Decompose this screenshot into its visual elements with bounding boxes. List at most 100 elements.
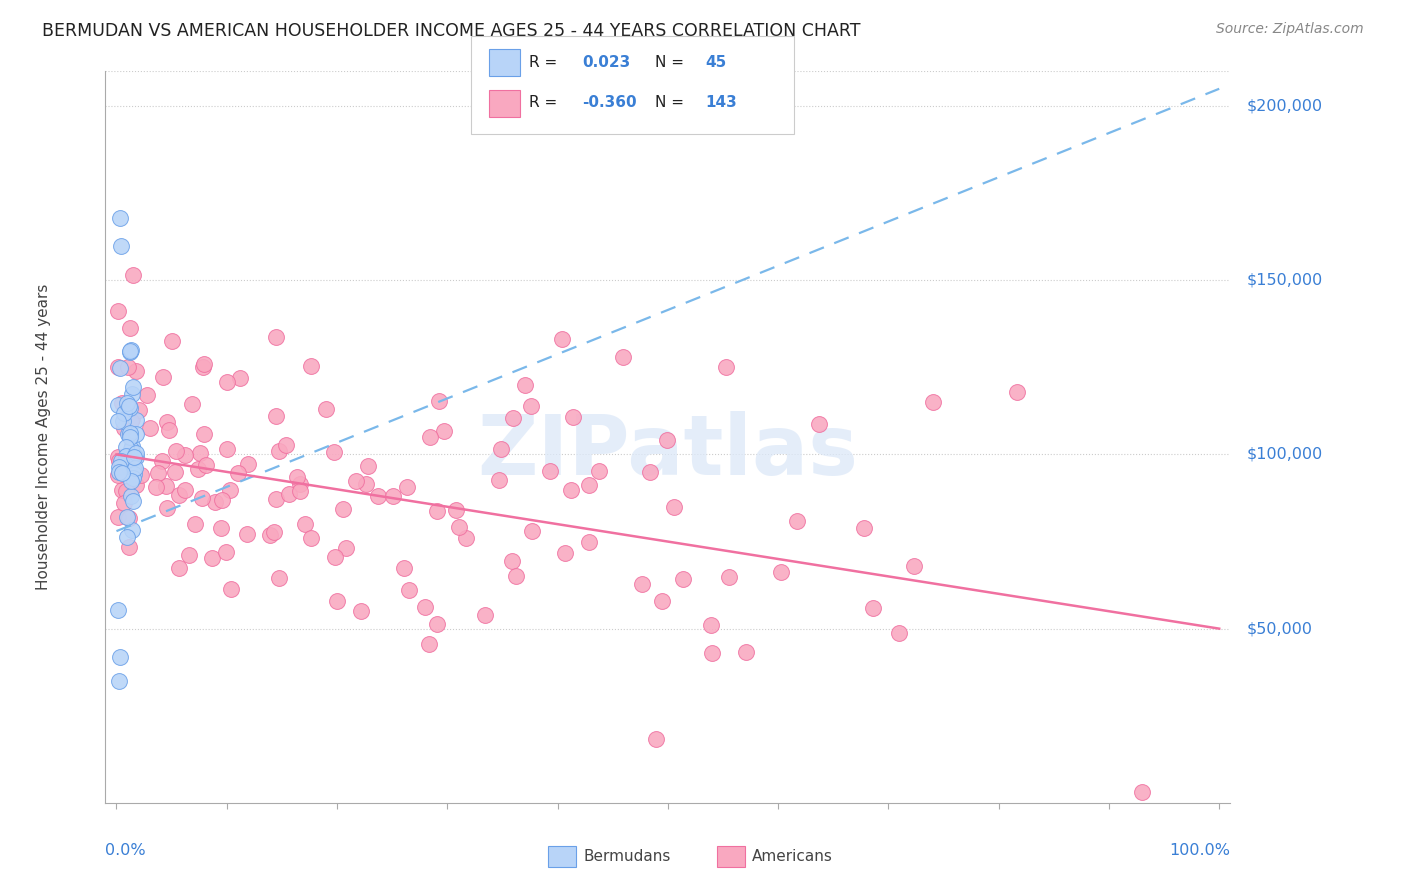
Point [107,510,129,524]
Point [538,464,561,478]
Point [179,549,201,563]
Point [505,569,527,583]
Point [155,478,177,492]
Point [426,503,449,517]
Point [578,534,600,549]
Point [117,426,139,441]
Point [167,560,190,574]
Point [426,617,449,632]
Point [259,527,281,541]
Point [219,582,242,596]
Point [786,515,808,529]
Point [501,554,523,568]
Point [263,525,285,540]
Point [808,417,831,431]
Text: N =: N = [655,95,685,110]
Point [118,399,141,413]
Point [323,549,346,564]
Point [862,600,884,615]
Point [107,603,129,617]
Point [163,465,186,479]
Point [502,411,524,425]
Point [489,442,512,456]
Point [193,357,215,371]
Point [128,403,150,417]
Point [136,388,159,402]
Point [315,401,337,416]
Point [322,445,344,459]
Point [112,414,135,428]
Point [118,345,141,359]
Point [290,476,312,491]
Point [115,484,138,499]
Point [124,450,146,464]
Point [630,577,652,591]
Point [219,483,242,498]
Point [152,370,174,384]
Point [118,321,141,335]
Point [278,487,301,501]
Point [520,399,543,413]
Point [444,502,467,516]
Point [215,375,238,389]
Point [108,465,131,479]
Point [644,732,666,747]
Point [108,649,131,664]
Point [107,450,129,464]
Point [156,415,179,429]
Point [187,462,209,476]
Point [108,211,131,225]
Point [398,582,420,597]
Point [139,421,162,435]
Point [344,475,367,489]
Point [180,397,202,411]
Point [121,461,143,475]
Point [201,550,224,565]
Point [121,524,143,538]
Point [226,467,249,481]
Text: 0.0%: 0.0% [105,843,146,858]
Point [120,474,142,488]
Point [122,268,145,282]
Point [326,594,349,608]
Text: $150,000: $150,000 [1247,273,1323,288]
Point [107,673,129,688]
Point [124,413,146,427]
Point [193,359,215,374]
Point [419,430,441,444]
Point [209,521,232,535]
Point [124,461,146,475]
Point [120,343,142,358]
Point [107,398,129,412]
Text: 0.023: 0.023 [582,55,630,70]
Point [117,540,139,554]
Point [588,464,610,478]
Point [903,559,925,574]
Point [236,527,259,541]
Point [118,425,141,440]
Point [146,466,169,480]
Point [716,360,738,375]
Point [121,471,143,485]
Point [276,438,298,452]
Point [160,334,183,348]
Text: 100.0%: 100.0% [1170,843,1230,858]
Point [120,442,142,456]
Point [887,625,910,640]
Point [145,480,167,494]
Point [672,572,695,586]
Point [335,541,357,556]
Point [1007,384,1029,399]
Point [264,409,287,423]
Text: Americans: Americans [752,849,834,863]
Point [418,637,440,651]
Point [264,330,287,344]
Point [156,500,179,515]
Point [488,474,510,488]
Point [1130,785,1153,799]
Point [354,476,377,491]
Point [433,424,456,438]
Point [167,487,190,501]
Point [124,427,146,442]
Point [357,459,380,474]
